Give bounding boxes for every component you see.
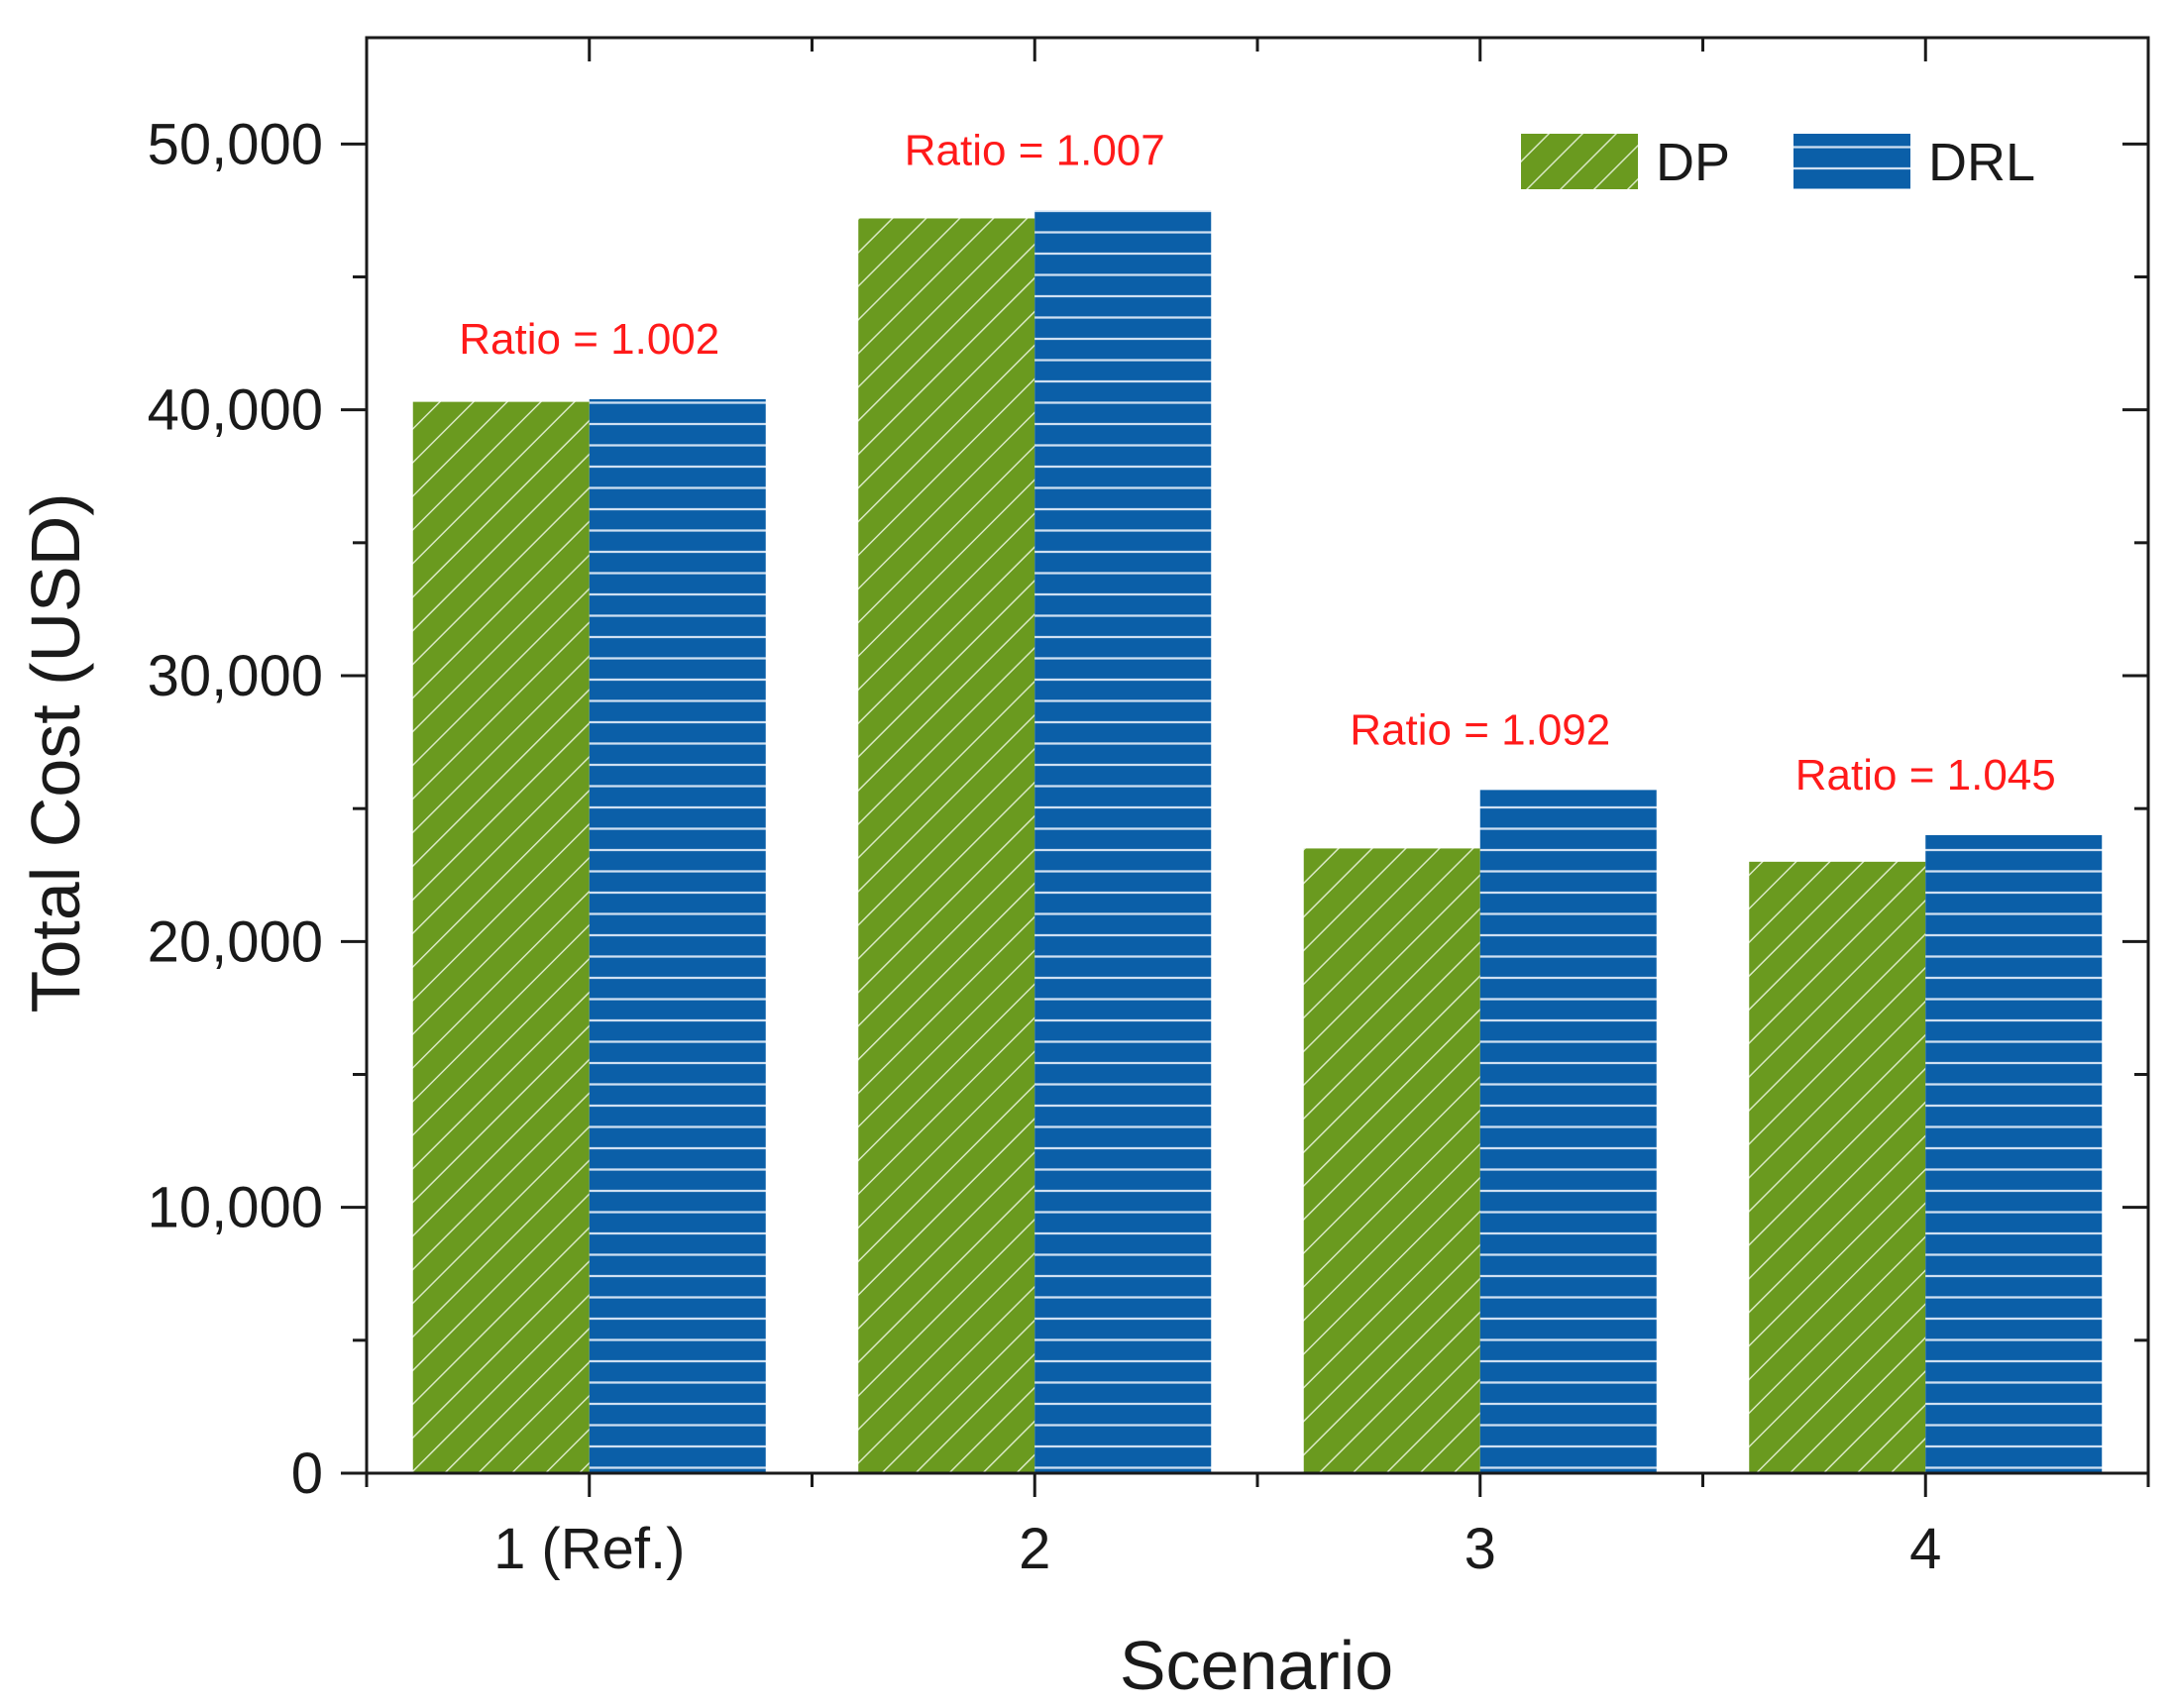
bar-drl-4 — [1925, 835, 2103, 1473]
y-tick-label-40000: 40,000 — [148, 378, 323, 443]
bar-dp-3 — [1303, 848, 1480, 1473]
ratio-label-3: Ratio = 1.092 — [1350, 705, 1610, 754]
y-tick-label-20000: 20,000 — [148, 909, 323, 974]
bar-dp-2 — [858, 218, 1035, 1473]
y-tick-label-50000: 50,000 — [148, 112, 323, 176]
x-tick-label-4: 4 — [1909, 1517, 1941, 1581]
bar-drl-1 — [589, 398, 766, 1473]
bar-dp-4 — [1749, 861, 1926, 1473]
legend-label-dp: DP — [1656, 133, 1730, 192]
ratio-label-2: Ratio = 1.007 — [905, 126, 1165, 174]
ratio-label-1: Ratio = 1.002 — [459, 315, 719, 364]
legend-swatch-drl — [1793, 134, 1910, 189]
bar-drl-3 — [1479, 790, 1657, 1473]
y-tick-label-30000: 30,000 — [148, 644, 323, 708]
x-tick-label-2: 2 — [1019, 1517, 1050, 1581]
legend: DP DRL — [1521, 133, 2035, 192]
bar-drl-2 — [1034, 210, 1212, 1474]
axes-group: 0 10,000 20,000 30,000 40,000 50,000 1 (Ref.) 2… — [148, 36, 2150, 1581]
y-axis-title: Total Cost (USD) — [17, 492, 94, 1013]
y-tick-label-10000: 10,000 — [148, 1176, 323, 1240]
y-tick-label-0: 0 — [291, 1441, 323, 1506]
ratio-label-4: Ratio = 1.045 — [1795, 751, 2056, 800]
x-tick-label-3: 3 — [1465, 1517, 1496, 1581]
x-tick-label-1: 1 (Ref.) — [493, 1517, 685, 1581]
ratio-labels-group: Ratio = 1.002 Ratio = 1.007 Ratio = 1.092 R… — [459, 126, 2055, 800]
legend-label-drl: DRL — [1928, 133, 2035, 192]
legend-swatch-dp — [1521, 134, 1638, 189]
bar-dp-1 — [412, 401, 590, 1473]
bars-group — [412, 210, 2103, 1474]
x-axis-title: Scenario — [1120, 1627, 1393, 1704]
